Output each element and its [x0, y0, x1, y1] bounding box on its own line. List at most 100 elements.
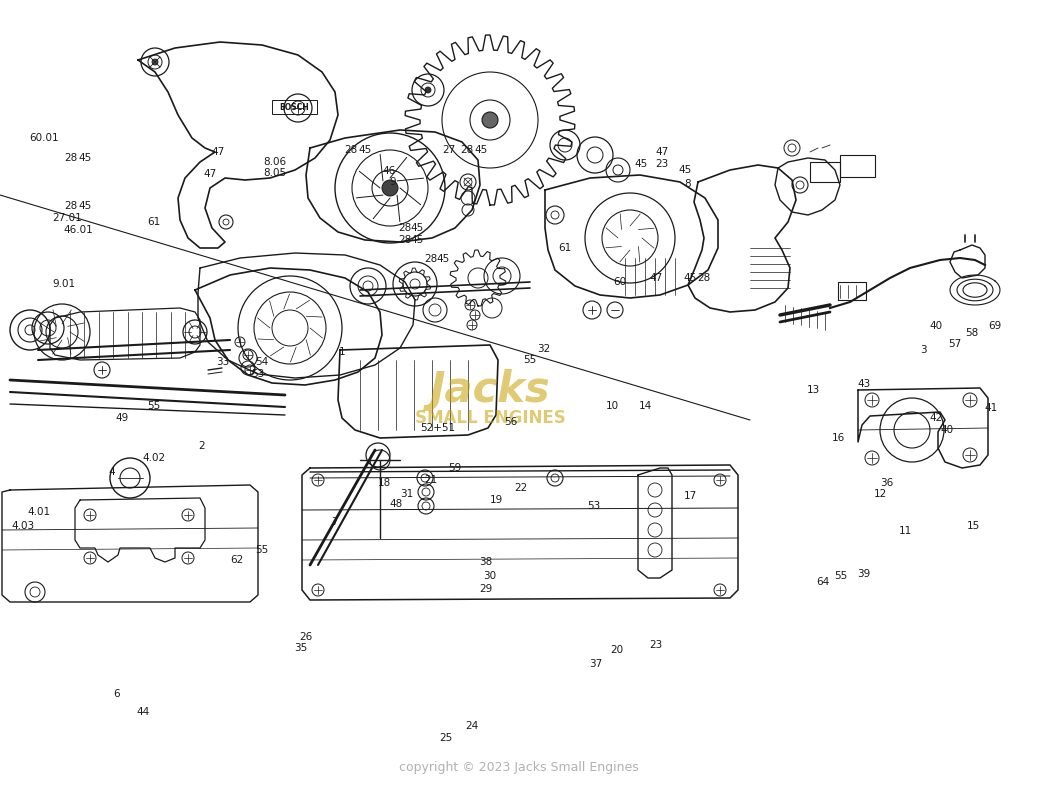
- Text: 20: 20: [610, 645, 623, 654]
- Text: 10: 10: [606, 402, 619, 411]
- Polygon shape: [50, 308, 200, 360]
- Text: 56: 56: [504, 418, 517, 427]
- Text: 28: 28: [461, 146, 473, 155]
- Text: 45: 45: [411, 223, 424, 233]
- Text: 24: 24: [466, 722, 479, 731]
- Text: SMALL ENGINES: SMALL ENGINES: [414, 409, 566, 427]
- Text: 45: 45: [79, 202, 91, 211]
- Text: 58: 58: [965, 328, 978, 338]
- Circle shape: [425, 87, 431, 93]
- Text: copyright © 2023 Jacks Small Engines: copyright © 2023 Jacks Small Engines: [400, 762, 638, 774]
- Text: 46.01: 46.01: [63, 226, 92, 235]
- Text: 64: 64: [817, 578, 829, 587]
- Text: 43: 43: [857, 379, 870, 389]
- Text: 39: 39: [857, 570, 870, 579]
- Text: 53: 53: [588, 501, 600, 510]
- Text: 41: 41: [985, 403, 998, 413]
- Text: 23: 23: [650, 640, 662, 650]
- Text: 45: 45: [684, 274, 696, 283]
- Text: BOSCH: BOSCH: [279, 102, 309, 111]
- Text: 21: 21: [425, 475, 437, 485]
- Text: 2: 2: [198, 442, 204, 451]
- Text: 26: 26: [300, 632, 312, 642]
- Text: 3: 3: [921, 346, 927, 355]
- Text: 45: 45: [359, 146, 372, 155]
- Text: 40: 40: [940, 426, 953, 435]
- Text: 45: 45: [474, 146, 487, 155]
- Text: 35: 35: [295, 643, 307, 653]
- Text: 57: 57: [949, 339, 961, 349]
- Text: 32: 32: [538, 344, 550, 354]
- Text: 36: 36: [880, 478, 893, 488]
- Text: 4.03: 4.03: [11, 522, 34, 531]
- Text: 33: 33: [217, 357, 229, 366]
- Text: 11: 11: [899, 526, 911, 536]
- Text: 53: 53: [251, 370, 264, 379]
- Text: 47: 47: [212, 147, 224, 157]
- Text: 46: 46: [383, 166, 395, 176]
- Text: 13: 13: [808, 386, 820, 395]
- Text: 45: 45: [635, 159, 648, 169]
- Text: 8.06: 8.06: [264, 157, 286, 166]
- Text: Jacks: Jacks: [430, 369, 550, 411]
- Text: 8: 8: [684, 179, 690, 189]
- Text: 27.01: 27.01: [53, 213, 82, 222]
- Text: 4.02: 4.02: [142, 453, 165, 462]
- Text: 25: 25: [440, 734, 453, 743]
- Bar: [840, 155, 875, 177]
- Text: 28: 28: [425, 254, 437, 264]
- Text: 18: 18: [378, 478, 390, 488]
- Text: 45: 45: [411, 235, 424, 245]
- Text: 16: 16: [832, 434, 845, 443]
- Text: 55: 55: [523, 355, 536, 365]
- Text: 45: 45: [79, 154, 91, 163]
- Bar: [272, 100, 317, 114]
- Text: 30: 30: [484, 571, 496, 581]
- Text: 28: 28: [399, 235, 411, 245]
- Bar: [838, 282, 866, 300]
- Text: 47: 47: [203, 170, 216, 179]
- Text: 45: 45: [437, 254, 449, 264]
- Text: 31: 31: [401, 490, 413, 499]
- Text: 60.01: 60.01: [29, 133, 58, 142]
- Text: 22: 22: [515, 483, 527, 493]
- Text: 6: 6: [113, 690, 119, 699]
- Text: 28: 28: [64, 202, 77, 211]
- Circle shape: [382, 180, 398, 196]
- Text: 27: 27: [442, 146, 455, 155]
- Text: 55: 55: [147, 402, 160, 411]
- Text: 47: 47: [650, 274, 662, 283]
- Text: 61: 61: [147, 218, 160, 227]
- Text: 1: 1: [339, 347, 346, 357]
- Text: 37: 37: [590, 659, 602, 669]
- Text: 69: 69: [988, 322, 1001, 331]
- Text: 45: 45: [679, 165, 691, 174]
- Text: 54: 54: [255, 357, 268, 366]
- Text: 29: 29: [480, 584, 492, 594]
- Text: 60: 60: [613, 277, 626, 286]
- Circle shape: [152, 59, 158, 65]
- Text: 12: 12: [874, 490, 886, 499]
- Text: 14: 14: [639, 402, 652, 411]
- Text: 9: 9: [389, 178, 395, 187]
- Text: 28: 28: [345, 146, 357, 155]
- Text: 49: 49: [116, 413, 129, 422]
- Text: 62: 62: [230, 555, 243, 565]
- Bar: [810, 162, 840, 182]
- Text: 8.05: 8.05: [264, 168, 286, 178]
- Text: 4: 4: [109, 467, 115, 477]
- Text: 61: 61: [558, 243, 571, 253]
- Text: 4.01: 4.01: [28, 507, 51, 517]
- Text: 28: 28: [64, 154, 77, 163]
- Text: 47: 47: [656, 147, 668, 157]
- Text: 44: 44: [137, 707, 149, 717]
- Text: 38: 38: [480, 557, 492, 566]
- Text: 28: 28: [698, 274, 710, 283]
- Text: 28: 28: [399, 223, 411, 233]
- Text: 7: 7: [331, 517, 337, 526]
- Text: 17: 17: [684, 491, 696, 501]
- Text: 55: 55: [835, 571, 847, 581]
- Text: 9.01: 9.01: [53, 279, 76, 289]
- Text: 23: 23: [656, 159, 668, 169]
- Text: 19: 19: [490, 495, 502, 505]
